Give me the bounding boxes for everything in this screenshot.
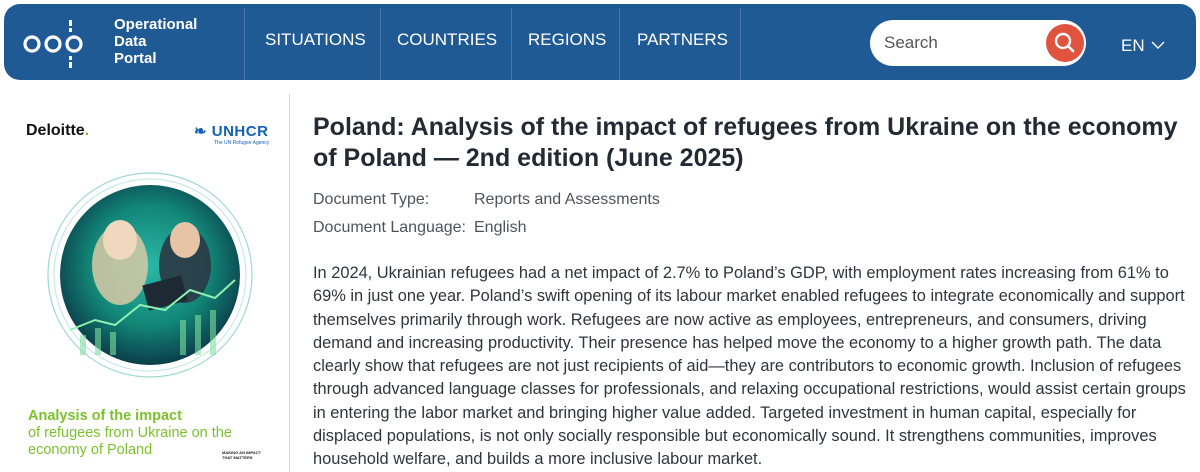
nav-divider xyxy=(740,8,741,80)
document-language-row: Document Language: English xyxy=(313,219,526,237)
logo-text[interactable]: Operational Data Portal xyxy=(114,16,197,67)
odp-logo-icon[interactable] xyxy=(22,14,102,70)
nav-situations[interactable]: SITUATIONS xyxy=(265,30,366,49)
top-navigation-bar: Operational Data Portal SITUATIONS COUNT… xyxy=(4,4,1196,80)
logo-line: Portal xyxy=(114,50,157,67)
document-title: Poland: Analysis of the impact of refuge… xyxy=(313,113,1178,172)
language-code: EN xyxy=(1121,36,1145,55)
language-selector[interactable]: EN xyxy=(1121,34,1165,56)
document-type-value[interactable]: Reports and Assessments xyxy=(474,191,660,208)
report-cover-image: Deloitte. ❧ UNHCR The UN Refugee Agency … xyxy=(10,110,280,472)
unhcr-logo: ❧ UNHCR The UN Refugee Agency xyxy=(194,122,269,146)
search-icon xyxy=(1054,32,1075,53)
column-divider xyxy=(289,94,290,472)
document-language-value: English xyxy=(474,219,527,236)
cover-illustration-icon xyxy=(47,172,253,378)
cover-title-bold: Analysis of the impact xyxy=(28,408,182,424)
nav-partners[interactable]: PARTNERS xyxy=(637,30,729,49)
cover-badge: MAKING AN IMPACT THAT MATTERS xyxy=(222,450,262,460)
unhcr-icon: ❧ xyxy=(194,123,212,140)
nav-countries[interactable]: COUNTRIES xyxy=(397,30,498,49)
search-input[interactable] xyxy=(884,30,1034,56)
document-summary: In 2024, Ukrainian refugees had a net im… xyxy=(313,264,1186,469)
partner-name: UNHCR xyxy=(211,123,269,140)
logo-line: Data xyxy=(114,33,147,50)
logo-line: Operational xyxy=(114,16,198,33)
publisher-name: Deloitte xyxy=(26,122,85,139)
cover-title: Analysis of the impact of refugees from … xyxy=(28,408,258,459)
document-type-row: Document Type: Reports and Assessments xyxy=(313,191,660,209)
nav-divider xyxy=(619,8,620,80)
deloitte-logo: Deloitte. xyxy=(26,122,90,139)
nav-regions[interactable]: REGIONS xyxy=(528,30,607,49)
document-type-label: Document Type: xyxy=(313,191,430,208)
search-box xyxy=(870,20,1086,66)
partner-subtitle: The UN Refugee Agency xyxy=(214,140,270,146)
nav-divider xyxy=(244,8,245,80)
cover-title-rest: of refugees from Ukraine on the economy … xyxy=(28,425,232,458)
nav-divider xyxy=(511,8,512,80)
nav-divider xyxy=(380,8,381,80)
document-language-label: Document Language: xyxy=(313,219,466,236)
chevron-down-icon xyxy=(1151,34,1165,54)
search-button[interactable] xyxy=(1046,24,1084,62)
